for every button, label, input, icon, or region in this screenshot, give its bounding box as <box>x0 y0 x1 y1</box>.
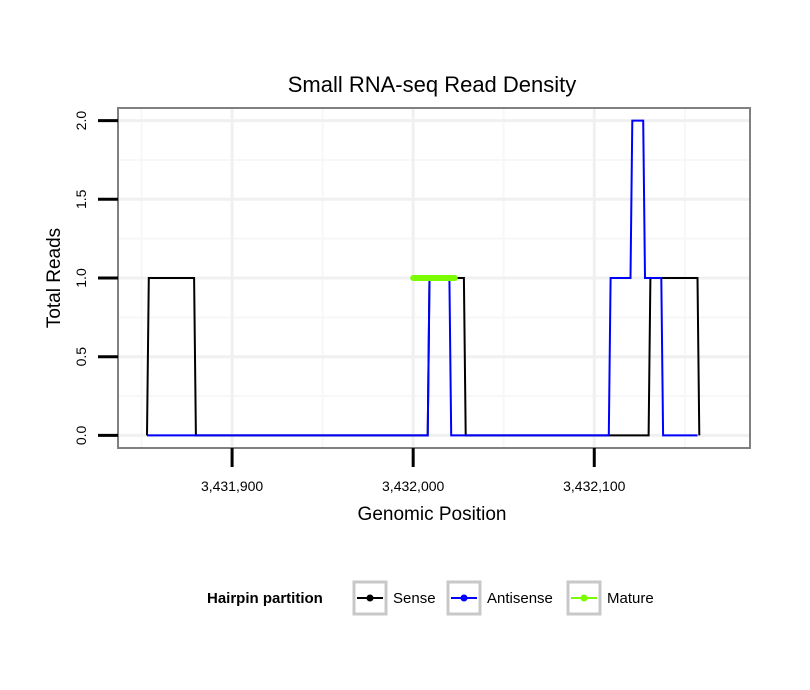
legend-item-antisense: Antisense <box>446 580 553 616</box>
y-tick-label: 2.0 <box>73 111 89 131</box>
x-axis: 3,431,900 3,432,000 3,432,100 <box>201 448 626 494</box>
legend: Hairpin partition Sense Antisense Mature <box>207 580 654 616</box>
legend-label: Antisense <box>487 590 553 607</box>
y-axis: 0.0 0.5 1.0 1.5 2.0 <box>73 111 118 445</box>
y-tick-label: 1.5 <box>73 189 89 209</box>
y-tick-label: 0.5 <box>73 347 89 367</box>
x-tick-label: 3,432,100 <box>563 478 625 494</box>
x-tick-label: 3,431,900 <box>201 478 263 494</box>
legend-label: Mature <box>607 590 654 607</box>
y-tick-label: 1.0 <box>73 268 89 288</box>
legend-item-mature: Mature <box>566 580 654 616</box>
legend-items: Sense Antisense Mature <box>352 580 654 616</box>
legend-key-point <box>460 594 468 602</box>
chart-title: Small RNA-seq Read Density <box>288 72 577 97</box>
x-tick-label: 3,432,000 <box>382 478 444 494</box>
legend-title: Hairpin partition <box>207 590 323 607</box>
y-tick-label: 0.0 <box>73 425 89 445</box>
x-axis-title: Genomic Position <box>358 504 507 525</box>
legend-key-point <box>366 594 374 602</box>
legend-item-sense: Sense <box>352 580 436 616</box>
legend-label: Sense <box>393 590 436 607</box>
series-layer <box>146 119 701 437</box>
legend-key-point <box>580 594 588 602</box>
y-axis-title: Total Reads <box>44 228 65 328</box>
